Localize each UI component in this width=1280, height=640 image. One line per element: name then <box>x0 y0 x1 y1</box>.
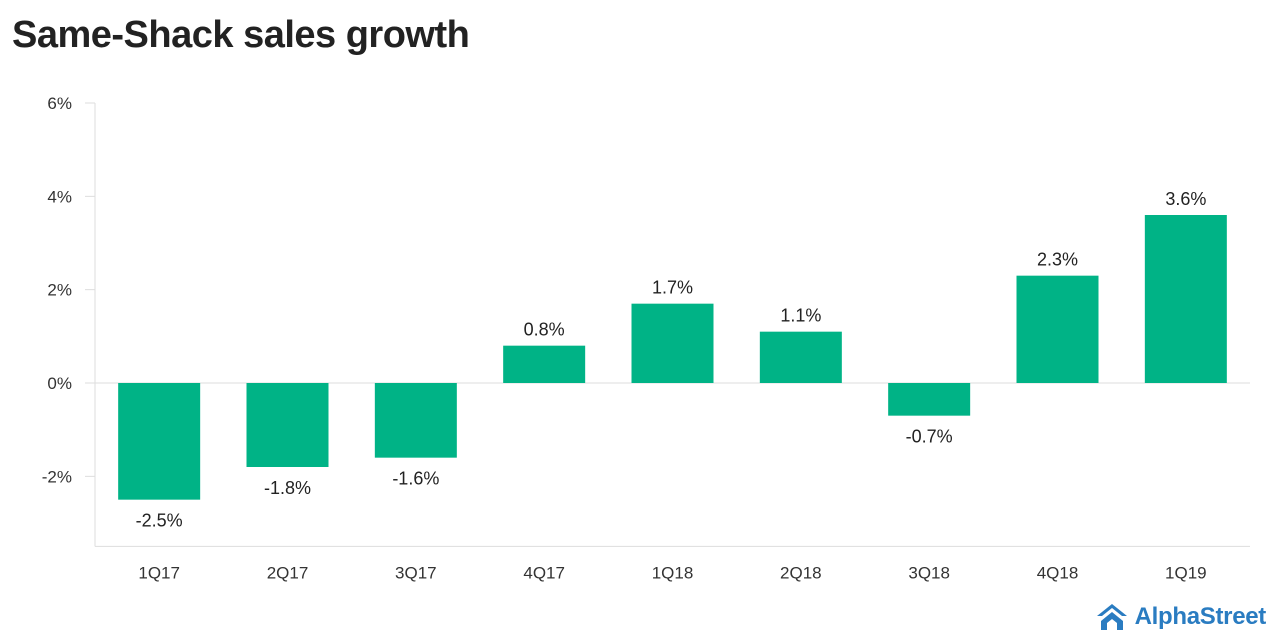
logo-text: AlphaStreet <box>1134 603 1267 630</box>
y-tick-label: 4% <box>47 187 72 206</box>
chart-title: Same-Shack sales growth <box>12 14 470 56</box>
bar-3Q17 <box>374 383 457 458</box>
x-tick-label: 3Q17 <box>395 563 437 582</box>
x-tick-label: 1Q17 <box>138 563 180 582</box>
x-tick-label: 1Q18 <box>652 563 694 582</box>
bar-4Q18 <box>1016 275 1099 383</box>
y-tick-label: 6% <box>47 94 72 113</box>
alphastreet-logo: AlphaStreet <box>1095 602 1266 632</box>
y-tick-label: 0% <box>47 374 72 393</box>
data-label-1Q18: 1.7% <box>652 278 693 298</box>
bar-3Q18 <box>888 383 971 416</box>
bar-2Q17 <box>246 383 329 467</box>
x-tick-label: 2Q17 <box>267 563 309 582</box>
data-label-4Q17: 0.8% <box>524 320 565 340</box>
bar-1Q18 <box>631 303 714 383</box>
bar-1Q19 <box>1144 215 1227 383</box>
data-label-3Q18: -0.7% <box>906 427 953 447</box>
y-tick-label: 2% <box>47 281 72 300</box>
data-label-2Q18: 1.1% <box>780 306 821 326</box>
bar-1Q17 <box>118 383 201 500</box>
bar-2Q18 <box>759 331 842 383</box>
data-label-4Q18: 2.3% <box>1037 250 1078 270</box>
alphastreet-logo-icon <box>1096 604 1127 630</box>
x-tick-label: 4Q18 <box>1037 563 1079 582</box>
data-label-1Q17: -2.5% <box>136 511 183 531</box>
data-label-3Q17: -1.6% <box>392 469 439 489</box>
x-tick-label: 1Q19 <box>1165 563 1207 582</box>
data-label-1Q19: 3.6% <box>1165 189 1206 209</box>
bar-4Q17 <box>503 345 586 383</box>
x-tick-label: 4Q17 <box>523 563 565 582</box>
x-tick-label: 2Q18 <box>780 563 822 582</box>
data-label-2Q17: -1.8% <box>264 478 311 498</box>
x-tick-label: 3Q18 <box>908 563 950 582</box>
y-tick-label: -2% <box>42 467 72 486</box>
